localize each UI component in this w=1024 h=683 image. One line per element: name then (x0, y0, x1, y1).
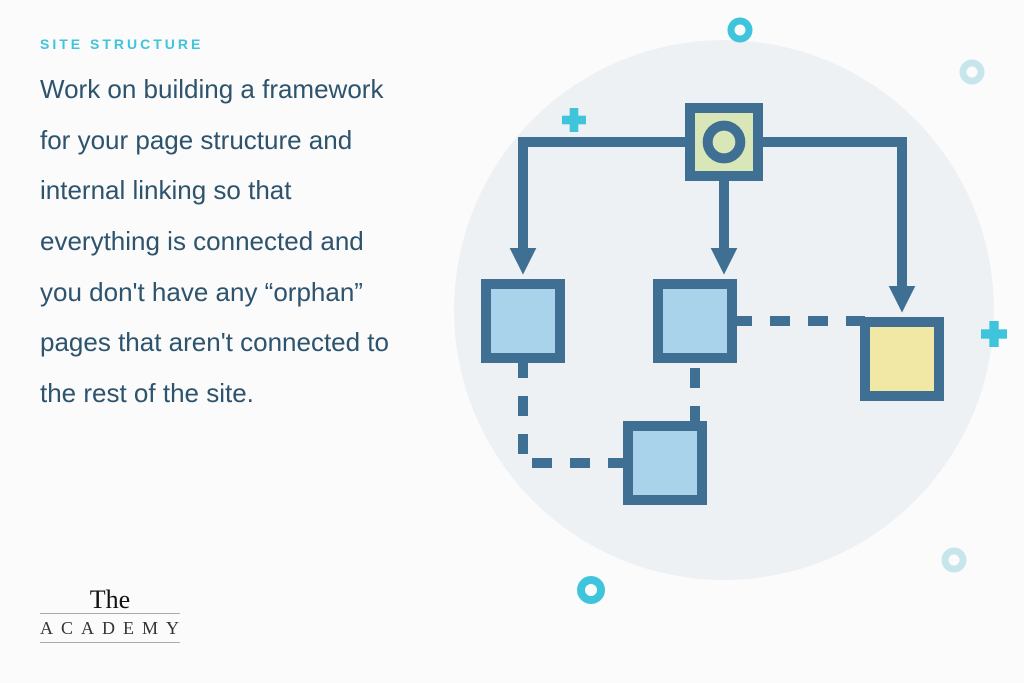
node-childL (486, 284, 560, 358)
flowchart-diagram (424, 0, 1024, 683)
node-childR (865, 322, 939, 396)
body-paragraph: Work on building a framework for your pa… (40, 64, 405, 419)
logo-top: The (40, 588, 180, 611)
diagram-stage (424, 0, 1024, 683)
logo-bottom: ACADEMY (40, 613, 180, 643)
deco-plus-v (989, 321, 998, 347)
node-childM (658, 284, 732, 358)
node-bottom (628, 426, 702, 500)
deco-ring (963, 63, 981, 81)
deco-ring (581, 580, 601, 600)
node-root (690, 108, 758, 176)
deco-ring (945, 551, 963, 569)
eyebrow-label: SITE STRUCTURE (40, 36, 203, 52)
brand-logo: The ACADEMY (40, 588, 180, 643)
deco-plus-v (570, 108, 579, 132)
deco-ring (731, 21, 749, 39)
